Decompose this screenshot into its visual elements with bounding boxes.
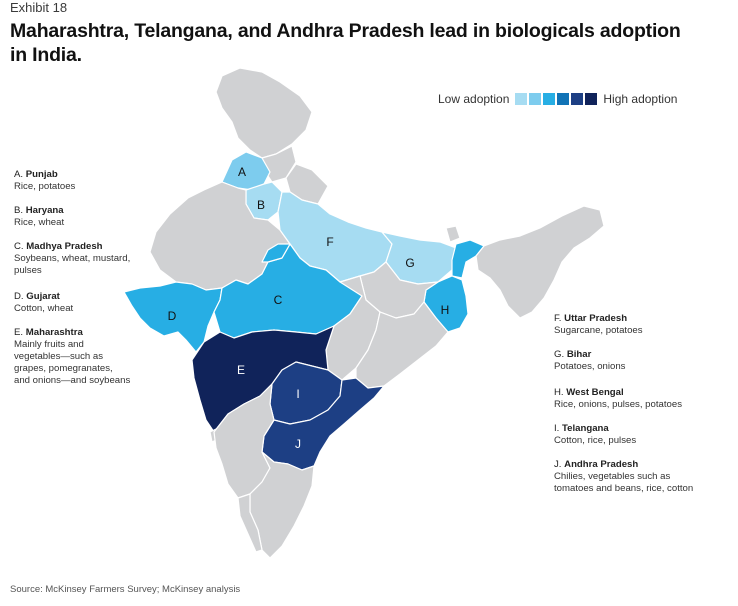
- legend-swatch-1: [515, 93, 528, 105]
- note-uttar-pradesh: F. Uttar Pradesh Sugarcane, potatoes: [554, 313, 643, 337]
- note-state: Telangana: [562, 423, 609, 434]
- note-prefix: B.: [14, 205, 24, 216]
- note-state: Uttar Pradesh: [564, 313, 628, 324]
- note-state: West Bengal: [566, 387, 624, 398]
- note-prefix: A.: [14, 169, 24, 180]
- note-maharashtra: E. Maharashtra Mainly fruits and vegetab…: [14, 327, 130, 387]
- map-label-b: B: [257, 198, 265, 212]
- note-crops: Cotton, wheat: [14, 303, 74, 314]
- legend-low-label: Low adoption: [438, 92, 510, 106]
- map-label-h: H: [441, 303, 450, 317]
- note-crops: Chilies, vegetables such as: [554, 471, 671, 482]
- note-crops: vegetables—such as: [14, 351, 104, 362]
- state-west-bengal-north: [451, 239, 485, 279]
- state-gujarat: [123, 281, 223, 353]
- note-prefix: D.: [14, 291, 24, 302]
- note-state: Gujarat: [26, 291, 60, 302]
- state-northeast: [475, 205, 605, 319]
- exhibit-number: Exhibit 18: [10, 0, 68, 15]
- note-crops: tomatoes and beans, rice, cotton: [554, 483, 694, 494]
- note-crops: pulses: [14, 265, 42, 276]
- note-prefix: I.: [554, 423, 560, 434]
- note-crops: Sugarcane, potatoes: [554, 325, 643, 336]
- note-west-bengal: H. West Bengal Rice, onions, pulses, pot…: [554, 387, 682, 411]
- chart-title: Maharashtra, Telangana, and Andhra Prade…: [10, 20, 681, 66]
- note-crops: Cotton, rice, pulses: [554, 435, 637, 446]
- legend-swatch-5: [571, 93, 584, 105]
- note-crops: Mainly fruits and: [14, 339, 84, 350]
- source-note: Source: McKinsey Farmers Survey; McKinse…: [10, 584, 241, 595]
- map-label-g: G: [405, 256, 414, 270]
- note-crops: Rice, potatoes: [14, 181, 76, 192]
- note-state: Maharashtra: [25, 327, 83, 338]
- note-prefix: F.: [554, 313, 562, 324]
- note-andhra-pradesh: J. Andhra Pradesh Chilies, vegetables su…: [554, 459, 693, 495]
- note-prefix: E.: [14, 327, 24, 338]
- map-label-a: A: [238, 165, 246, 179]
- note-prefix: C.: [14, 241, 24, 252]
- note-gujarat: D. Gujarat Cotton, wheat: [14, 291, 73, 315]
- map-label-c: C: [274, 293, 283, 307]
- note-punjab: A. Punjab Rice, potatoes: [14, 169, 75, 193]
- map-label-e: E: [237, 363, 245, 377]
- state-tamil-nadu: [249, 451, 315, 559]
- legend-swatch-3: [543, 93, 556, 105]
- state-chhattisgarh: [325, 275, 381, 381]
- legend-swatch-4: [557, 93, 570, 105]
- note-state: Haryana: [25, 205, 64, 216]
- map-label-d: D: [168, 309, 177, 323]
- state-odisha: [355, 301, 449, 389]
- note-crops: Rice, onions, pulses, potatoes: [554, 399, 682, 410]
- legend-swatches: [515, 93, 598, 105]
- note-crops: Rice, wheat: [14, 217, 65, 228]
- state-madhya-pradesh-north: [261, 243, 291, 263]
- state-bihar: [381, 231, 457, 285]
- note-prefix: J.: [554, 459, 562, 470]
- note-telangana: I. Telangana Cotton, rice, pulses: [554, 423, 636, 447]
- legend-swatch-6: [585, 93, 598, 105]
- note-haryana: B. Haryana Rice, wheat: [14, 205, 64, 229]
- note-state: Madhya Pradesh: [26, 241, 103, 252]
- note-madhya-pradesh: C. Madhya Pradesh Soybeans, wheat, musta…: [14, 241, 130, 277]
- state-sikkim: [445, 225, 461, 243]
- note-prefix: G.: [554, 349, 565, 360]
- note-prefix: H.: [554, 387, 564, 398]
- map-label-i: I: [296, 387, 299, 401]
- map-label-j: J: [295, 437, 301, 451]
- adoption-legend: Low adoption High adoption: [438, 92, 677, 106]
- note-crops: Potatoes, onions: [554, 361, 626, 372]
- state-kerala: [237, 493, 263, 553]
- legend-high-label: High adoption: [603, 92, 678, 106]
- note-crops: and onions—and soybeans: [14, 375, 131, 386]
- note-crops: grapes, pomegranates,: [14, 363, 113, 374]
- state-jammu-kashmir: [215, 67, 313, 159]
- map-label-f: F: [326, 235, 333, 249]
- note-state: Bihar: [566, 349, 592, 360]
- legend-swatch-2: [529, 93, 542, 105]
- note-state: Punjab: [25, 169, 58, 180]
- note-crops: Soybeans, wheat, mustard,: [14, 253, 131, 264]
- note-state: Andhra Pradesh: [564, 459, 639, 470]
- note-bihar: G. Bihar Potatoes, onions: [554, 349, 625, 373]
